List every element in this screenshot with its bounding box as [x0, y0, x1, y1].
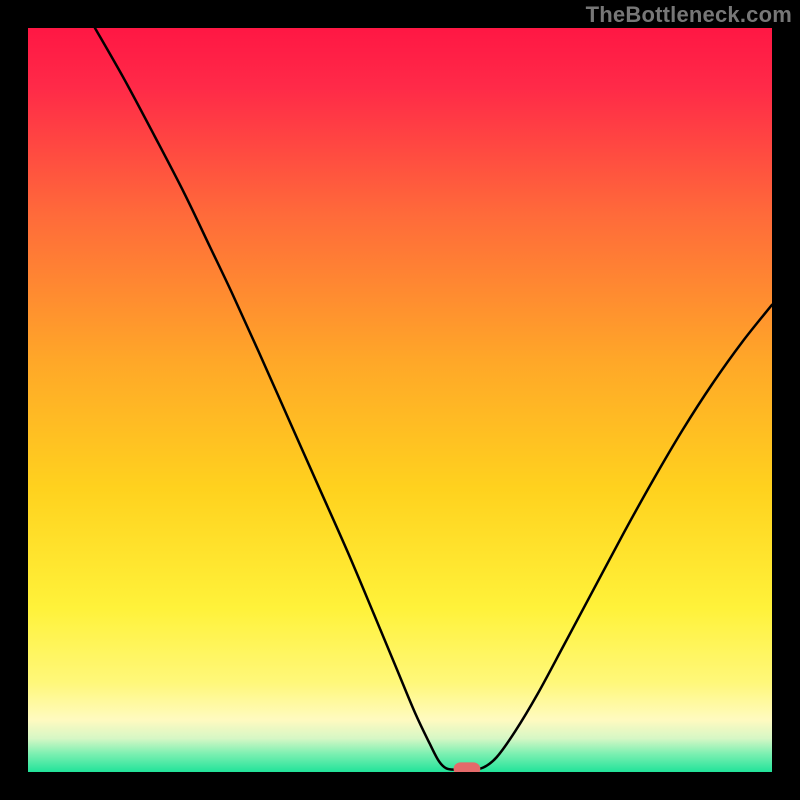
optimum-marker — [454, 762, 481, 772]
plot-svg — [28, 28, 772, 772]
chart-stage: TheBottleneck.com — [0, 0, 800, 800]
plot-area — [28, 28, 772, 772]
gradient-background — [28, 28, 772, 772]
watermark-text: TheBottleneck.com — [586, 2, 792, 28]
